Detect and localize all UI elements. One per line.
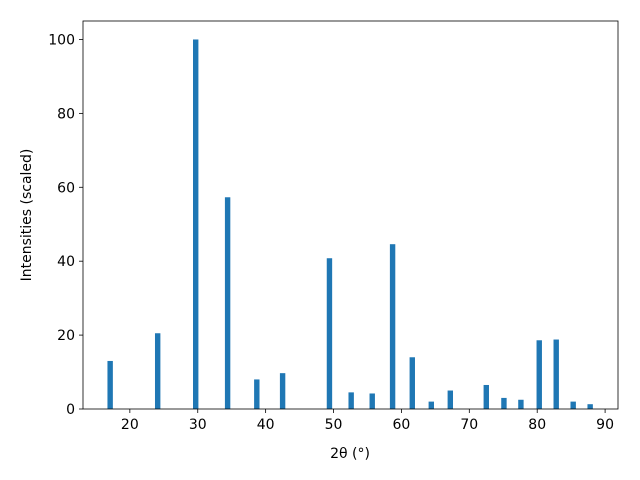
bar [553,339,559,409]
bar [483,384,489,409]
y-tick-label: 80 [57,106,75,122]
bar [348,392,354,409]
y-tick-label: 100 [48,32,75,48]
bar [369,393,375,409]
bar [536,340,542,409]
x-tick-label: 80 [528,417,546,433]
x-tick-label: 30 [189,417,207,433]
y-tick-label: 0 [66,402,75,418]
y-tick-label: 20 [57,328,75,344]
bar [409,357,415,409]
bar [326,258,333,409]
x-tick-label: 60 [393,417,411,433]
x-tick-label: 40 [257,417,275,433]
bar [587,404,593,409]
bar [570,401,576,409]
x-tick-label: 90 [596,417,614,433]
bar [193,39,199,409]
x-tick-label: 50 [325,417,343,433]
bar [154,333,161,409]
bar [501,397,507,409]
y-tick-label: 40 [57,254,75,270]
bar [107,360,113,409]
y-tick-label: 60 [57,180,75,196]
bar [447,390,454,409]
bar [518,399,524,409]
bar [224,197,231,409]
bar [389,244,396,409]
y-axis-label: Intensities (scaled) [19,149,35,282]
bar [254,379,260,409]
x-tick-label: 20 [121,417,139,433]
x-axis-label: 2θ (°) [330,446,370,462]
plot-frame [82,20,619,410]
x-tick-label: 70 [460,417,478,433]
bar [428,401,434,409]
bar [279,373,286,409]
